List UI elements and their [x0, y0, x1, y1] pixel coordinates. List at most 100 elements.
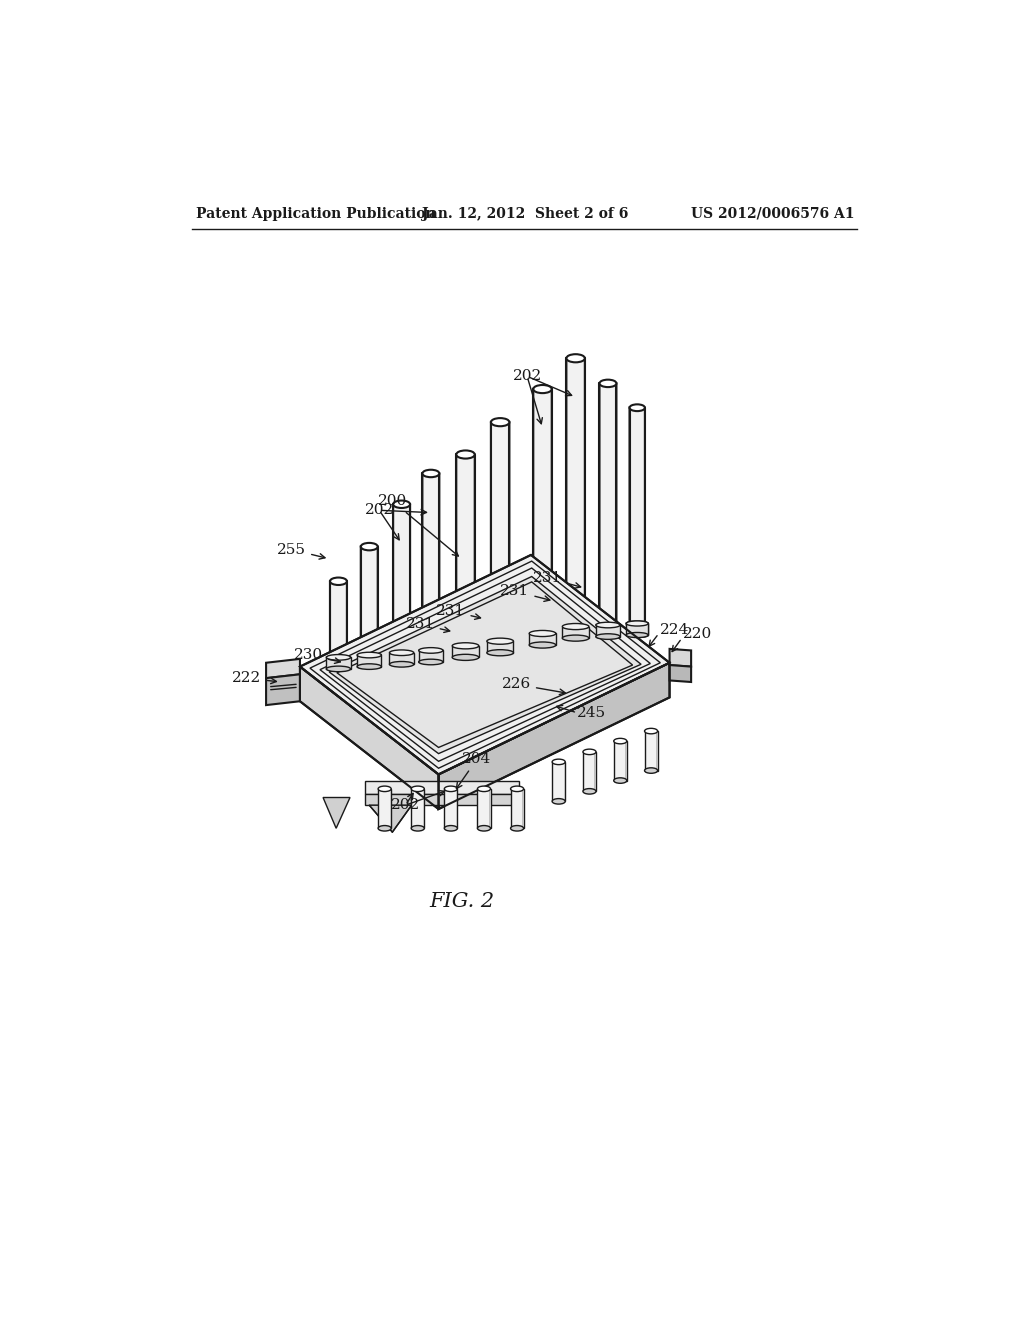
Ellipse shape [453, 643, 479, 649]
Polygon shape [511, 789, 523, 829]
Ellipse shape [552, 759, 565, 764]
Polygon shape [486, 642, 513, 653]
Text: 231: 231 [406, 618, 450, 632]
Ellipse shape [327, 655, 350, 660]
Polygon shape [626, 623, 648, 635]
Polygon shape [670, 665, 691, 682]
Ellipse shape [552, 799, 565, 804]
Polygon shape [457, 454, 475, 655]
Text: 202: 202 [391, 799, 420, 812]
Ellipse shape [486, 638, 513, 644]
Polygon shape [522, 789, 523, 829]
Polygon shape [360, 546, 378, 664]
Polygon shape [423, 789, 424, 829]
Ellipse shape [330, 578, 347, 585]
Ellipse shape [486, 638, 513, 644]
Ellipse shape [562, 623, 589, 630]
Text: 222: 222 [232, 671, 276, 685]
Polygon shape [529, 634, 556, 645]
Polygon shape [389, 653, 414, 664]
Ellipse shape [457, 450, 475, 458]
Ellipse shape [389, 649, 414, 656]
Polygon shape [583, 752, 596, 792]
Ellipse shape [511, 825, 523, 832]
Polygon shape [670, 649, 691, 667]
Ellipse shape [389, 661, 414, 667]
Polygon shape [456, 789, 458, 829]
Text: 231: 231 [501, 585, 550, 602]
Ellipse shape [583, 750, 596, 755]
Polygon shape [376, 546, 378, 664]
Ellipse shape [626, 632, 648, 638]
Polygon shape [534, 389, 552, 643]
Polygon shape [390, 789, 391, 829]
Ellipse shape [453, 655, 479, 660]
Polygon shape [444, 789, 458, 829]
Polygon shape [370, 805, 412, 832]
Ellipse shape [419, 659, 443, 665]
Polygon shape [562, 627, 589, 638]
Text: Patent Application Publication: Patent Application Publication [196, 207, 435, 220]
Polygon shape [419, 651, 443, 663]
Polygon shape [345, 581, 347, 667]
Ellipse shape [389, 649, 414, 656]
Ellipse shape [596, 622, 621, 628]
Ellipse shape [613, 738, 627, 744]
Polygon shape [266, 659, 300, 678]
Ellipse shape [327, 667, 350, 672]
Polygon shape [563, 762, 565, 801]
Ellipse shape [357, 652, 382, 657]
Text: 200: 200 [378, 494, 459, 556]
Polygon shape [300, 667, 438, 809]
Ellipse shape [511, 787, 523, 792]
Polygon shape [486, 642, 513, 653]
Polygon shape [626, 741, 627, 780]
Text: FIG. 2: FIG. 2 [429, 892, 495, 911]
Polygon shape [453, 645, 479, 657]
Text: US 2012/0006576 A1: US 2012/0006576 A1 [691, 207, 854, 220]
Ellipse shape [599, 380, 616, 387]
Ellipse shape [419, 648, 443, 653]
Text: 202: 202 [365, 503, 394, 517]
Ellipse shape [562, 623, 589, 630]
Ellipse shape [644, 768, 657, 774]
Polygon shape [490, 422, 509, 651]
Polygon shape [626, 623, 648, 635]
Polygon shape [529, 634, 556, 645]
Polygon shape [366, 793, 519, 805]
Ellipse shape [529, 631, 556, 636]
Ellipse shape [477, 825, 490, 832]
Ellipse shape [490, 418, 509, 426]
Text: 220: 220 [683, 627, 713, 642]
Polygon shape [300, 554, 670, 775]
Polygon shape [614, 383, 616, 635]
Ellipse shape [566, 354, 585, 362]
Polygon shape [472, 454, 475, 655]
Text: 245: 245 [578, 706, 606, 719]
Ellipse shape [529, 631, 556, 636]
Ellipse shape [412, 825, 424, 832]
Polygon shape [323, 797, 350, 829]
Ellipse shape [393, 500, 410, 508]
Polygon shape [552, 762, 565, 801]
Ellipse shape [453, 643, 479, 649]
Ellipse shape [444, 787, 458, 792]
Polygon shape [562, 627, 589, 638]
Ellipse shape [630, 404, 645, 411]
Ellipse shape [626, 620, 648, 626]
Polygon shape [408, 504, 410, 663]
Polygon shape [389, 653, 414, 664]
Polygon shape [327, 657, 350, 669]
Ellipse shape [422, 470, 439, 478]
Ellipse shape [583, 788, 596, 795]
Ellipse shape [529, 642, 556, 648]
Polygon shape [357, 655, 382, 667]
Ellipse shape [626, 632, 648, 638]
Text: 255: 255 [278, 543, 325, 560]
Polygon shape [596, 626, 621, 636]
Polygon shape [599, 383, 616, 635]
Text: 224: 224 [660, 623, 689, 636]
Polygon shape [596, 626, 621, 636]
Ellipse shape [596, 622, 621, 628]
Text: Jan. 12, 2012  Sheet 2 of 6: Jan. 12, 2012 Sheet 2 of 6 [422, 207, 628, 220]
